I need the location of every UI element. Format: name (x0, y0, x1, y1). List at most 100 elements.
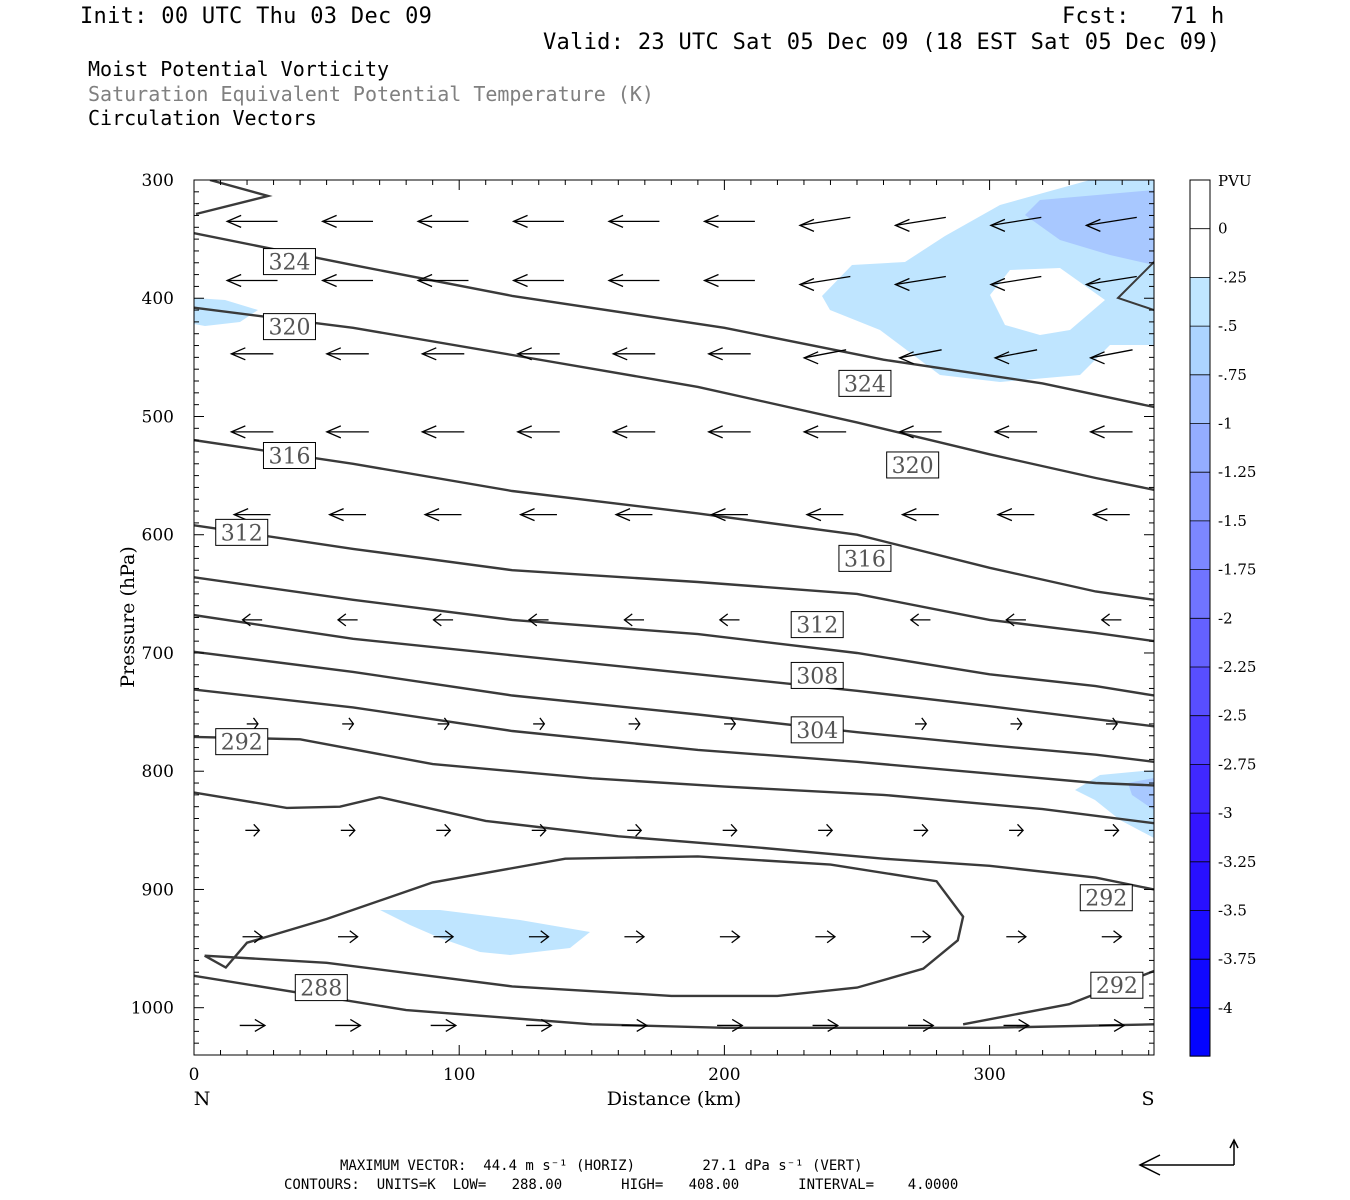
circulation-vector (1100, 613, 1122, 627)
vector-head (348, 823, 356, 837)
circulation-vector (815, 930, 837, 944)
vector-head (989, 277, 1006, 292)
vector-shaft (994, 349, 1038, 359)
x-tick-label: 0 (189, 1065, 200, 1085)
vector-head (827, 1018, 840, 1032)
field-title-mpv: Moist Potential Vorticity (88, 57, 390, 81)
max-vector-note: MAXIMUM VECTOR: 44.4 m s⁻¹ (HORIZ) 27.1 … (340, 1158, 863, 1174)
contour-label-text: 320 (268, 316, 310, 341)
contour-line (195, 180, 273, 216)
vector-head (445, 1018, 458, 1032)
circulation-vector (225, 214, 278, 228)
vector-head (1112, 823, 1120, 837)
field-title-vectors: Circulation Vectors (88, 106, 317, 130)
y-tick-label: 800 (142, 762, 174, 782)
circulation-vector (531, 823, 547, 837)
circulation-vector (802, 425, 847, 439)
vector-head (607, 273, 624, 288)
circulation-vector (913, 823, 929, 837)
contour-label: 312 (790, 611, 844, 639)
circulation-vector (611, 425, 656, 439)
pv-shading (194, 180, 1154, 955)
circulation-vector (996, 508, 1035, 522)
contour-label-box (1079, 884, 1133, 912)
vector-head (802, 351, 819, 365)
circulation-vector (423, 508, 462, 522)
circulation-vector (420, 425, 465, 439)
colorbar-label: -2.75 (1218, 755, 1256, 773)
vector-head (707, 425, 723, 439)
circulation-vector (621, 1018, 649, 1032)
contour-label: 288 (294, 974, 348, 1002)
vector-head (611, 425, 628, 439)
vector-head (989, 218, 1006, 232)
vector-head (516, 425, 533, 439)
vector-head (348, 717, 355, 731)
contour-label-text: 320 (892, 454, 934, 479)
vector-head (229, 425, 246, 439)
circulation-vector (893, 275, 946, 292)
contour-line (194, 232, 1154, 409)
vector-head (1084, 277, 1101, 292)
vector-head (1017, 823, 1024, 837)
circulation-vector (897, 349, 942, 365)
y-tick-label: 1000 (131, 999, 174, 1019)
vector-head (1113, 1018, 1126, 1032)
vector-head (634, 717, 641, 731)
circulation-vector (436, 823, 452, 837)
circulation-vector (239, 1018, 267, 1032)
vector-head (900, 508, 917, 522)
colorbar-swatch (1190, 374, 1210, 424)
contour-line (194, 688, 1154, 787)
circulation-vector (416, 214, 469, 228)
vector-head (1018, 1018, 1030, 1032)
pv-colorbar: PVU 0 -.25 -.5 -.75 -1 -1.25 -1.5 -1.75 -2 -2.25 -2… (1189, 172, 1256, 1057)
vector-shaft (990, 275, 1042, 286)
forecast-hour: Fcst: 71 h (1062, 4, 1225, 29)
vector-head (1017, 930, 1027, 944)
contour-line (194, 974, 1154, 1029)
contour-line (194, 576, 1154, 697)
circulation-vector (607, 214, 660, 228)
vector-head (1084, 218, 1101, 232)
circulation-vector (627, 823, 643, 837)
vector-head (623, 613, 633, 627)
circulation-vector (511, 214, 564, 228)
pv-region-lower-right (1075, 770, 1154, 838)
contour-label-text: 308 (796, 664, 838, 689)
vector-head (731, 930, 741, 944)
pv-region-hole (990, 268, 1105, 335)
contour-label-text: 288 (300, 977, 342, 1002)
y-tick-label: 400 (142, 289, 174, 309)
vector-head (922, 930, 932, 944)
vector-head (707, 347, 723, 361)
colorbar-swatch (1190, 228, 1210, 278)
circulation-vector (707, 347, 751, 361)
vector-head (909, 613, 920, 627)
vector-head (893, 218, 910, 232)
vector-head (253, 823, 261, 837)
circulation-vector (433, 930, 455, 944)
y-tick-label: 500 (142, 407, 174, 427)
vector-head (518, 508, 535, 522)
x-tick-label: 100 (443, 1065, 475, 1085)
colorbar-label: -1.25 (1218, 463, 1256, 481)
circulation-vector (607, 273, 660, 288)
vector-head (893, 277, 910, 292)
vector-head (320, 214, 337, 228)
circulation-vector (812, 1018, 840, 1032)
colorbar-label: -1.75 (1218, 561, 1256, 579)
vector-head (702, 214, 719, 228)
pv-region-lower-left (380, 910, 590, 955)
colorbar-label: -3.25 (1218, 853, 1256, 871)
vector-head (1088, 425, 1105, 439)
vector-head (921, 823, 929, 837)
contour-line (194, 613, 1154, 728)
vector-head (730, 823, 738, 837)
colorbar-swatch (1190, 423, 1210, 473)
circulation-vector (717, 1018, 744, 1032)
vector-head (229, 347, 246, 361)
field-title-thetaes: Saturation Equivalent Potential Temperat… (88, 82, 654, 106)
vector-head (635, 930, 646, 944)
contour-label-box (262, 313, 316, 341)
